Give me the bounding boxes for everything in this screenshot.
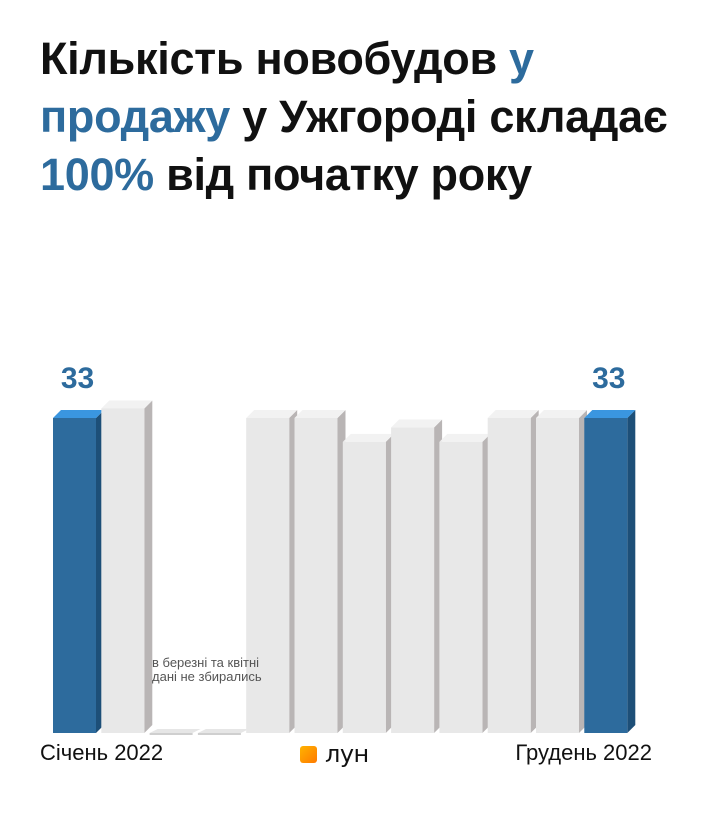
brand-logo: лун [300,740,369,768]
x-axis-end-label: Грудень 2022 [515,740,652,765]
missing-data-note: в березні та квітні дані не збирались [152,655,262,684]
bar [391,419,443,733]
bar [294,410,346,733]
title-text: у Ужгороді складає [230,91,668,142]
bar [487,410,539,733]
title-text: від початку року [153,149,532,200]
data-label: 33 [61,362,94,395]
bar [439,433,491,733]
bar [342,433,394,733]
title-accent-text: 100% [40,149,154,200]
bar [149,729,201,735]
bar [246,410,298,733]
data-label: 33 [592,362,625,395]
title-accent-text: у продажу [40,33,534,142]
title-text: Кількість новобудов [40,33,510,84]
bar [197,729,249,735]
logo-square-icon [300,745,317,763]
bar [584,410,636,733]
bar [101,400,153,733]
bar [53,410,104,733]
page-title: Кількість новобудов у продажу у Ужгороді… [40,30,680,204]
logo-text: лун [325,740,369,768]
bar [536,410,587,733]
x-axis-start-label: Січень 2022 [40,740,164,765]
